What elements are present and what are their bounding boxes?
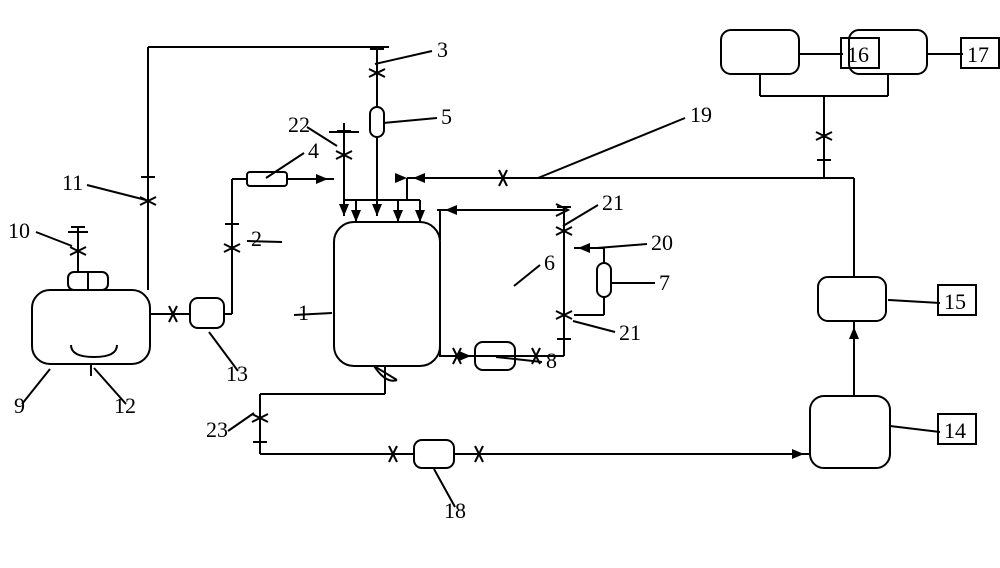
arrow-a7t <box>578 243 590 253</box>
leader-n3 <box>375 51 432 64</box>
leader-n9 <box>22 369 50 404</box>
arrow-a18 <box>792 449 804 459</box>
component-box15 <box>818 277 886 321</box>
leader-n14 <box>890 426 940 432</box>
arrow-a5 <box>372 204 382 216</box>
label-n6: 6 <box>544 250 555 275</box>
valve-v10 <box>70 227 86 269</box>
leader-n11 <box>87 185 146 200</box>
valve-v11 <box>140 177 156 219</box>
leader-n20 <box>597 244 647 248</box>
leader-n5 <box>383 118 437 123</box>
component-box14 <box>810 396 890 468</box>
valve-v18a <box>375 446 411 462</box>
arrow-a4 <box>316 174 328 184</box>
valve-v21b <box>556 297 572 339</box>
label-n18: 18 <box>444 498 466 523</box>
label-n16: 16 <box>847 42 869 67</box>
leader-n4 <box>266 153 304 178</box>
label-n7: 7 <box>659 270 670 295</box>
valve-v23 <box>252 400 268 442</box>
component-box18 <box>414 440 454 468</box>
label-n2: 2 <box>251 226 262 251</box>
leader-n23 <box>228 413 254 431</box>
label-n11: 11 <box>62 170 83 195</box>
label-n1: 1 <box>298 300 309 325</box>
arrow-a1415 <box>849 327 859 339</box>
label-n14: 14 <box>944 418 966 443</box>
arrow-a19in <box>413 173 425 183</box>
arrow-a19r <box>395 173 407 183</box>
label-n21a: 21 <box>602 190 624 215</box>
capsule-c5 <box>370 107 384 137</box>
label-n12: 12 <box>114 393 136 418</box>
label-n15: 15 <box>944 289 966 314</box>
component-box4 <box>247 172 287 186</box>
valve-v2 <box>224 224 240 266</box>
label-n3: 3 <box>437 37 448 62</box>
valve-v18b <box>461 446 497 462</box>
label-n19: 19 <box>690 102 712 127</box>
label-n22: 22 <box>288 112 310 137</box>
label-n13: 13 <box>226 361 248 386</box>
leader-n10 <box>36 232 72 246</box>
valve-v19a <box>485 170 521 186</box>
leader-n15 <box>888 300 940 303</box>
label-n10: 10 <box>8 218 30 243</box>
valve-v21t <box>556 207 572 249</box>
arrow-a6topL <box>445 205 457 215</box>
component-cup12 <box>71 345 117 357</box>
label-n21b: 21 <box>619 320 641 345</box>
valve-v3 <box>369 49 385 91</box>
label-n5: 5 <box>441 104 452 129</box>
label-n4: 4 <box>308 138 319 163</box>
leader-n21b <box>573 321 615 332</box>
label-n8: 8 <box>546 348 557 373</box>
component-tank1 <box>334 222 440 366</box>
label-n20: 20 <box>651 230 673 255</box>
capsule-c7 <box>597 263 611 297</box>
valve-v13 <box>155 306 191 322</box>
label-n17: 17 <box>967 42 989 67</box>
arrow-a8 <box>459 351 471 361</box>
arrow-a22 <box>339 204 349 216</box>
leader-n6 <box>514 265 540 286</box>
leader-n21a <box>563 205 598 226</box>
label-n9: 9 <box>14 393 25 418</box>
label-n23: 23 <box>206 417 228 442</box>
component-tank9 <box>32 290 150 364</box>
component-box13 <box>190 298 224 328</box>
valve-v19b <box>816 118 832 160</box>
leader-n19 <box>538 118 685 178</box>
valve-v22 <box>336 131 352 173</box>
process-diagram: 123456789101112131415161718192021212223 <box>0 0 1000 568</box>
component-box16 <box>721 30 799 74</box>
